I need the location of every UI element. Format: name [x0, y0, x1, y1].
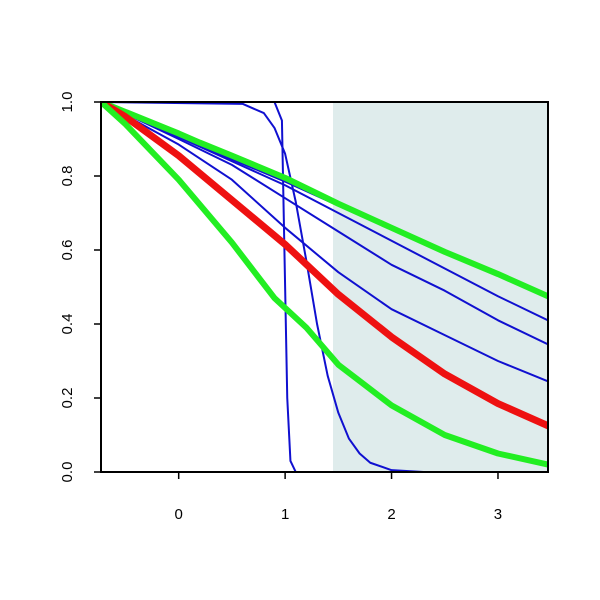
- shaded-region: [333, 102, 548, 472]
- series-line-4: [101, 102, 548, 346]
- series-line-5: [101, 102, 548, 322]
- plot-frame: [100, 101, 549, 473]
- y-tick-label: 0.4: [59, 314, 76, 335]
- y-tick-label: 1.0: [59, 92, 76, 113]
- series-line-3: [101, 102, 548, 383]
- series-line-7: [101, 102, 548, 300]
- x-tick-label: 2: [387, 506, 395, 523]
- x-tick-label: 3: [494, 506, 502, 523]
- x-tick-label: 0: [175, 506, 183, 523]
- y-tick-label: 0.0: [59, 462, 76, 483]
- series-line-8: [101, 102, 548, 430]
- y-tick-label: 0.6: [59, 240, 76, 261]
- x-tick-label: 1: [281, 506, 289, 523]
- series-line-1: [101, 102, 548, 472]
- series-line-9: [101, 102, 548, 468]
- y-tick-label: 0.8: [59, 166, 76, 187]
- y-tick-label: 0.2: [59, 388, 76, 409]
